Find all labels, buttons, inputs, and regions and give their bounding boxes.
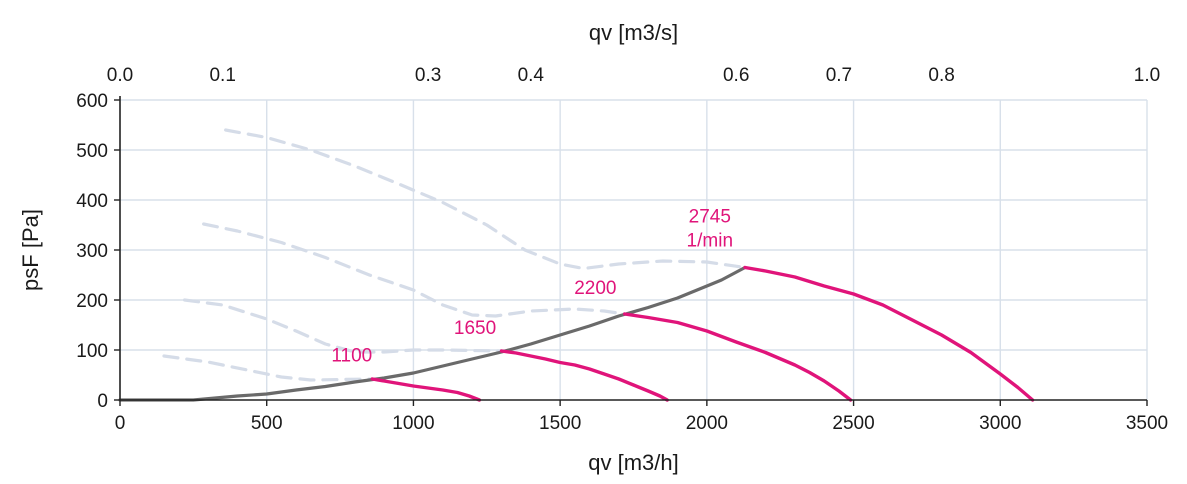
y-tick-label: 300 xyxy=(76,241,108,262)
x-tick-label: 1000 xyxy=(392,413,434,434)
curve-label: 1/min xyxy=(687,231,733,252)
y-tick-label: 200 xyxy=(76,291,108,312)
system-curve-line xyxy=(118,265,747,402)
top-tick-label: 0.6 xyxy=(723,65,749,86)
x-tick-label: 2500 xyxy=(832,413,874,434)
y-tick-label: 400 xyxy=(76,191,108,212)
x-tick-label: 3500 xyxy=(1126,413,1168,434)
grid xyxy=(120,99,1148,400)
top-tick-label: 0.1 xyxy=(209,65,235,86)
top-axis-title: qv [m3/s] xyxy=(589,20,678,45)
curve-label: 1650 xyxy=(454,318,496,339)
x-tick-label: 3000 xyxy=(979,413,1021,434)
x-tick-label: 1500 xyxy=(539,413,581,434)
curve-label: 2745 xyxy=(689,207,731,228)
curve-label: 2200 xyxy=(574,278,616,299)
y-tick-label: 500 xyxy=(76,141,108,162)
x-axis-title: qv [m3/h] xyxy=(588,450,678,475)
stall-curve-line xyxy=(183,298,504,354)
speed-curve-line xyxy=(623,312,853,402)
y-tick-label: 0 xyxy=(97,391,108,412)
speed-curves xyxy=(370,265,1035,402)
system-curves xyxy=(118,265,747,402)
stall-curves xyxy=(162,128,747,382)
speed-curve-line xyxy=(370,377,482,402)
y-axis-title: psF [Pa] xyxy=(18,209,43,291)
top-tick-label: 0.8 xyxy=(928,65,954,86)
curve-annotations: 1100 1650 2200 2745 1/min xyxy=(331,207,733,367)
stall-curve-line xyxy=(202,222,627,318)
top-tick-label: 0.7 xyxy=(826,65,852,86)
top-tick-label: 1.0 xyxy=(1134,65,1160,86)
stall-curve-line xyxy=(224,128,747,271)
top-tick-label: 0.0 xyxy=(107,65,133,86)
y-tick-label: 600 xyxy=(76,91,108,112)
stall-curve-line xyxy=(162,354,374,382)
x-tick-label: 0 xyxy=(115,413,126,434)
speed-curve-line xyxy=(499,349,669,402)
y-tick-label: 100 xyxy=(76,341,108,362)
speed-curve-line xyxy=(743,265,1035,402)
top-tick-label: 0.4 xyxy=(518,65,545,86)
x-tick-label: 500 xyxy=(251,413,283,434)
x-tick-label: 2000 xyxy=(686,413,728,434)
axes xyxy=(114,96,1148,406)
top-tick-label: 0.3 xyxy=(415,65,441,86)
curve-label: 1100 xyxy=(331,346,372,367)
